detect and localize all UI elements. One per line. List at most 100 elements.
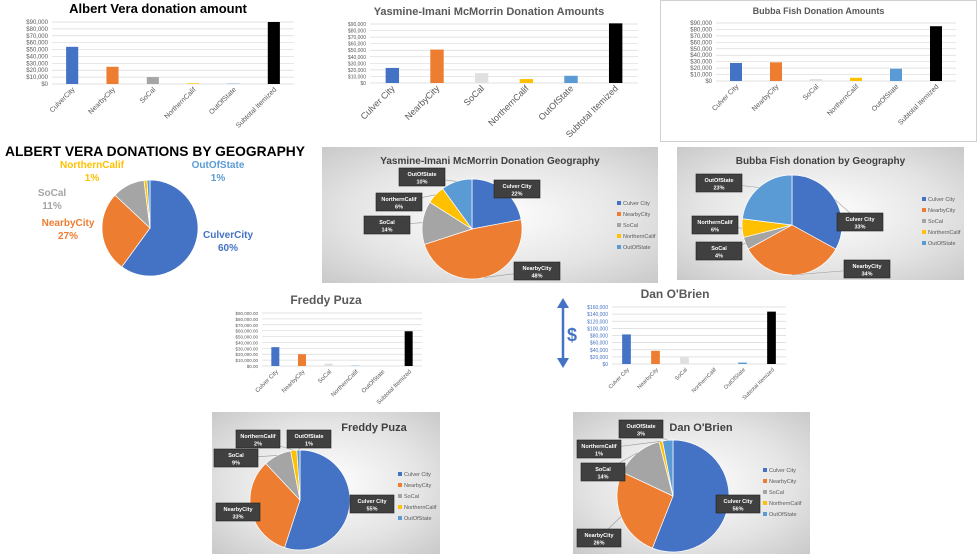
data-label-value: 23%	[713, 186, 724, 192]
data-label-category: NearbyCity	[223, 507, 253, 513]
chart-svg: ALBERT VERA DONATIONS BY GEOGRAPHY Culver…	[5, 143, 306, 277]
x-tick-label: Culver City	[711, 83, 741, 113]
y-tick-label: $60,000	[26, 41, 48, 47]
data-label-value: 27%	[58, 231, 78, 242]
data-label-value: 34%	[861, 272, 872, 278]
y-tick-label: $50,000	[690, 47, 712, 53]
data-label-category: NorthernCalif	[60, 160, 125, 171]
y-tick-label: $50,000	[26, 48, 48, 54]
x-tick-label: CulverCity	[49, 86, 77, 114]
dollar-arrow-icon: $	[557, 298, 577, 368]
freddy-puza-pie-chart: Freddy Puza Culver City 55% NearbyCity 33% So…	[212, 412, 440, 554]
data-label-value: 33%	[232, 515, 243, 521]
dan-obrien-bar-chart: Dan O'Brien $0 $20,000 $40,000 $60,000 $80,00…	[550, 283, 800, 410]
data-label-category: Culver City	[845, 217, 875, 223]
legend-swatch	[398, 494, 402, 498]
data-label-category: SoCal	[711, 246, 727, 252]
legend-swatch	[617, 223, 621, 227]
data-label-category: NearbyCity	[42, 218, 95, 229]
chart-svg: Bubba Fish Donation Amounts $0$10,000$20,…	[690, 6, 956, 127]
data-label-value: 1%	[85, 173, 100, 184]
data-label-category: SoCal	[595, 467, 611, 473]
x-tick-label: OutOfState	[537, 83, 576, 122]
chart-svg: Freddy Puza Culver City 55% NearbyCity 33% So…	[213, 422, 437, 551]
y-tick-label: $80,000	[690, 27, 712, 33]
legend-swatch	[617, 245, 621, 249]
data-label-value: 11%	[42, 201, 62, 212]
x-tick-label: OutOfState	[871, 83, 901, 113]
legend-label: SoCal	[404, 494, 419, 500]
data-label-value: 3%	[637, 432, 645, 438]
bar-outofstate	[564, 75, 578, 83]
freddy-puza-bar-chart: Freddy Puza $0.00 $10,000.00 $20,000.00 $30,…	[212, 283, 440, 410]
x-tick-label: SoCal	[317, 369, 333, 385]
legend-label: Culver City	[928, 197, 955, 203]
chart-title: Bubba Fish Donation Amounts	[753, 6, 885, 16]
y-tick-label: $0	[41, 82, 48, 88]
x-tick-label: Subtotal Itemized	[897, 83, 940, 126]
data-label-category: OutOfState	[626, 424, 655, 430]
legend-swatch	[398, 472, 402, 476]
data-label-category: NorthernCalif	[581, 444, 616, 450]
y-tick-label: $60,000	[690, 40, 712, 46]
x-tick-label: NearbyCity	[87, 86, 117, 116]
legend-label: SoCal	[928, 219, 943, 225]
y-tick-label: $70,000.00	[235, 323, 258, 328]
legend-label: NorthernCalif	[623, 234, 656, 240]
data-label-category: CulverCity	[203, 230, 253, 241]
x-tick-label: Culver City	[608, 367, 631, 390]
legend-swatch	[763, 490, 767, 494]
data-label-value: 2%	[254, 442, 262, 448]
y-tick-label: $40,000	[26, 54, 48, 60]
x-tick-label: NearbyCity	[281, 369, 306, 394]
data-label-value: 9%	[232, 461, 240, 467]
y-tick-label: $100,000	[587, 326, 608, 332]
y-tick-label: $40,000.00	[235, 340, 258, 345]
data-label-value: 56%	[732, 507, 743, 513]
x-tick-label: NearbyCity	[751, 83, 781, 113]
albert-vera-bar-chart: Albert Vera donation amount $0 $10,000 $20,…	[0, 0, 316, 132]
y-tick-label: $90,000.00	[235, 311, 258, 316]
y-tick-label: $20,000	[690, 66, 712, 72]
chart-title: Bubba Fish donation by Geography	[736, 156, 906, 167]
x-tick-label: OutOfState	[361, 369, 387, 395]
y-tick-label: $70,000	[690, 34, 712, 40]
data-label-value: 1%	[595, 452, 603, 458]
data-label-category: NorthernCalif	[697, 220, 732, 226]
bar-subtotal-itemized	[404, 331, 413, 366]
slice-culvercity	[121, 179, 199, 277]
data-label-category: NearbyCity	[522, 266, 552, 272]
legend-label: NorthernCalif	[928, 230, 961, 236]
y-tick-label: $0	[360, 81, 366, 87]
data-label: NorthernCalif 6%	[691, 215, 739, 235]
data-label-category: Culver City	[357, 499, 387, 505]
data-label: OutOfState 1%	[286, 429, 332, 449]
legend-label: NearbyCity	[928, 208, 955, 214]
slice-outofstate	[742, 174, 793, 226]
chart-svg: Albert Vera donation amount $0$10,000$20,…	[26, 1, 294, 130]
chart-title: Freddy Puza	[341, 422, 407, 434]
slice-outofstate	[146, 179, 151, 229]
bar-nearbycity	[651, 350, 660, 364]
y-tick-label: $60,000	[590, 341, 608, 347]
bar-northerncalif	[519, 79, 534, 83]
legend-label: OutOfState	[769, 512, 797, 518]
y-tick-label: $40,000	[690, 53, 712, 59]
y-tick-label: $60,000.00	[235, 329, 258, 334]
legend-swatch	[617, 234, 621, 238]
legend-label: SoCal	[769, 490, 784, 496]
data-label-category: NearbyCity	[584, 533, 614, 539]
legend-swatch	[398, 516, 402, 520]
data-label-category: OutOfState	[192, 160, 245, 171]
bar-socal	[324, 363, 333, 366]
data-label: SoCal 4%	[695, 241, 743, 261]
slice-outofstate	[442, 178, 473, 231]
y-tick-label: $90,000	[690, 21, 712, 27]
chart-svg: Dan O'Brien $0$20,000$40,000$60,000$80,00…	[557, 287, 786, 401]
data-label-value: 22%	[511, 192, 522, 198]
y-tick-label: $30,000	[26, 61, 48, 67]
data-label: NorthernCalif 1%	[576, 439, 622, 459]
legend-swatch	[398, 505, 402, 509]
data-label-category: SoCal	[228, 453, 244, 459]
y-tick-label: $20,000.00	[235, 352, 258, 357]
